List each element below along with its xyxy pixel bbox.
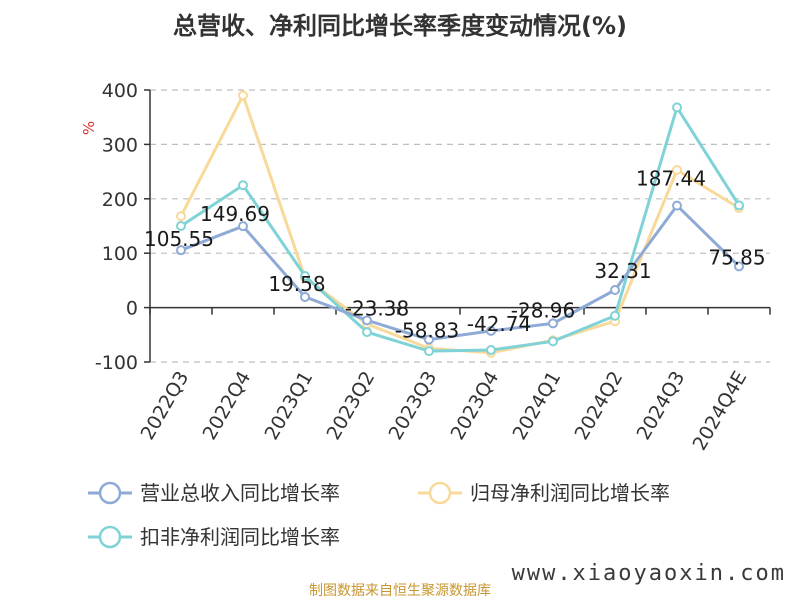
data-label: 19.58 (268, 272, 325, 296)
x-tick-label: 2023Q4 (447, 368, 504, 444)
x-tick-label: 2022Q3 (137, 368, 194, 444)
y-tick-label: 0 (126, 298, 138, 320)
y-axis-unit: % (80, 121, 98, 135)
data-label: -58.83 (395, 319, 459, 343)
legend-swatch-marker (428, 481, 452, 505)
data-point (176, 245, 186, 256)
data-point (486, 325, 496, 336)
data-point (424, 334, 434, 345)
footer-source: 制图数据来自恒生聚源数据库 (309, 583, 491, 599)
y-tick-label: -100 (95, 352, 138, 374)
legend-item[interactable]: 营业总收入同比增长率 (88, 481, 340, 505)
data-label: -42.74 (467, 312, 531, 336)
series-group (176, 90, 744, 358)
legend-label: 归母净利润同比增长率 (470, 481, 670, 505)
data-point (424, 346, 434, 357)
data-point (486, 345, 496, 356)
x-tick-label: 2022Q4 (199, 368, 256, 444)
data-point (548, 336, 558, 347)
data-point (734, 261, 744, 272)
data-point (362, 327, 372, 338)
data-point (300, 271, 310, 282)
x-tick-label: 2023Q1 (261, 368, 318, 444)
data-point (672, 102, 682, 113)
watermark: www.xiaoyaoxin.com (512, 561, 786, 586)
legend-label: 营业总收入同比增长率 (140, 481, 340, 505)
y-axis-ticks: 400 300 200 100 0 -100 (95, 80, 151, 374)
x-tick-label: 2024Q4E (689, 368, 752, 455)
data-point (238, 221, 248, 232)
y-tick-label: 300 (102, 134, 138, 156)
data-point (238, 90, 248, 101)
x-tick-label: 2024Q3 (633, 368, 690, 444)
data-point (176, 211, 186, 222)
legend-swatch-marker (98, 525, 122, 549)
data-point (672, 200, 682, 211)
data-label: 105.55 (144, 227, 214, 251)
series-line-0 (180, 204, 741, 342)
data-point (610, 310, 620, 321)
data-label: 149.69 (200, 202, 270, 226)
x-tick-label: 2023Q3 (385, 368, 442, 444)
legend-item[interactable]: 扣非净利润同比增长率 (88, 525, 340, 549)
y-tick-label: 400 (102, 80, 138, 102)
data-point (672, 164, 682, 175)
data-label: 187.44 (636, 167, 706, 191)
data-label: -23.38 (345, 296, 409, 320)
series-line-2 (180, 105, 741, 353)
data-label: -28.96 (511, 298, 575, 322)
data-label: 75.85 (708, 245, 765, 269)
x-tick-label: 2024Q2 (571, 368, 628, 444)
data-point (238, 180, 248, 191)
data-point (548, 318, 558, 329)
legend-item[interactable]: 归母净利润同比增长率 (418, 481, 670, 505)
data-label: 32.31 (594, 259, 651, 283)
x-tick-label: 2024Q1 (509, 368, 566, 444)
legend-label: 扣非净利润同比增长率 (140, 525, 340, 549)
legend-swatch-marker (98, 481, 122, 505)
chart-title: 总营收、净利同比增长率季度变动情况(%) (173, 12, 627, 40)
x-tick-label: 2023Q2 (323, 368, 380, 444)
data-point (300, 291, 310, 302)
data-point (734, 200, 744, 211)
y-tick-label: 200 (102, 189, 138, 211)
y-tick-label: 100 (102, 243, 138, 265)
data-point (362, 315, 372, 326)
data-point (176, 221, 186, 231)
data-point (610, 285, 620, 296)
